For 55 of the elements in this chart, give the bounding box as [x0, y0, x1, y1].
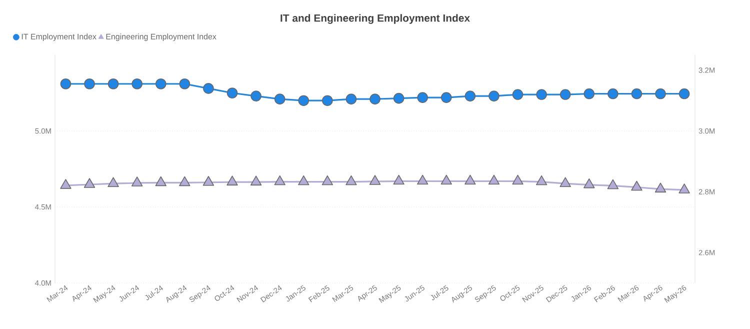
chart-title: IT and Engineering Employment Index: [280, 14, 470, 24]
point: [488, 90, 500, 102]
point: [393, 174, 404, 185]
point: [226, 88, 238, 98]
point: [536, 175, 548, 186]
point: [274, 94, 286, 104]
point: [131, 176, 143, 186]
point: [560, 177, 571, 187]
point: [226, 176, 238, 186]
point: [631, 180, 642, 191]
point: [346, 94, 357, 104]
point: [60, 179, 72, 189]
point: [274, 175, 286, 186]
point: [512, 174, 524, 185]
point: [322, 175, 334, 186]
point: [369, 175, 381, 185]
point: [560, 89, 571, 100]
point: [132, 78, 142, 90]
point: [512, 89, 524, 100]
point: [60, 78, 72, 90]
point: [655, 88, 666, 100]
point: [464, 90, 476, 102]
point: [584, 88, 595, 100]
point: [298, 95, 310, 106]
point: [608, 88, 618, 100]
point: [108, 78, 119, 90]
point: [202, 176, 214, 186]
point: [203, 83, 214, 94]
point: [250, 90, 262, 102]
point: [298, 175, 310, 186]
point: [155, 78, 166, 90]
point: [536, 89, 547, 100]
point: [370, 94, 380, 104]
point: [631, 88, 642, 100]
point: [417, 92, 428, 103]
point: [607, 179, 619, 190]
point: [440, 92, 452, 103]
point: [584, 178, 595, 188]
point: [678, 184, 690, 194]
point: [393, 92, 404, 104]
point: [84, 178, 96, 188]
point: [346, 175, 357, 186]
point: [678, 88, 690, 100]
point: [322, 95, 333, 106]
point: [84, 78, 95, 90]
point: [108, 177, 119, 187]
point: [488, 174, 500, 185]
point: [155, 176, 166, 186]
point: [654, 182, 666, 192]
point: [440, 174, 452, 185]
point: [179, 78, 190, 90]
point: [250, 176, 262, 186]
point: [179, 176, 190, 186]
point: [464, 174, 476, 185]
point: [416, 174, 428, 185]
